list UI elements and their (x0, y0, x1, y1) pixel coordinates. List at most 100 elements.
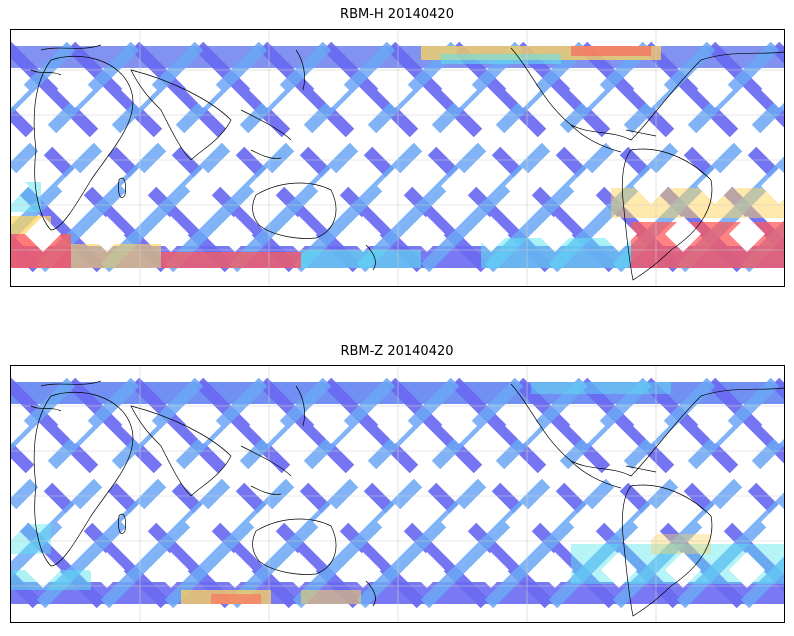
swath-gap (409, 552, 445, 588)
swath-gap (89, 456, 125, 492)
descending-track (228, 41, 460, 273)
swath-gap (281, 120, 317, 156)
ascending-track (194, 41, 426, 273)
swath-gap (665, 456, 701, 492)
swath-gap (377, 168, 413, 204)
descending-track (548, 41, 780, 273)
swath-gap (633, 168, 669, 204)
panel-title-rbm-z: RBM-Z 20140420 (340, 344, 454, 359)
swath-gap (25, 216, 61, 252)
swath-gap (121, 72, 157, 108)
swath-gap (569, 72, 605, 108)
warm-patch (651, 534, 711, 554)
descending-track (11, 377, 140, 515)
swath-gap (601, 552, 637, 588)
swath-gap (185, 72, 221, 108)
ascending-track (130, 377, 362, 609)
swath-gap (601, 456, 637, 492)
swath-gap (281, 456, 317, 492)
swath-gap (697, 72, 733, 108)
swath-gap (697, 504, 733, 540)
ascending-track (66, 41, 298, 273)
descending-track (36, 377, 268, 609)
hot-patch (211, 594, 261, 604)
swath-gap (537, 552, 573, 588)
descending-track (484, 377, 716, 609)
swath-gap (441, 72, 477, 108)
coastline (252, 182, 337, 239)
swath-gap (729, 216, 765, 252)
swath-gap (601, 216, 637, 252)
descending-track (164, 377, 396, 609)
coastline (510, 47, 784, 141)
coastline (365, 580, 376, 607)
warm-patch (301, 590, 361, 604)
swath-gap (761, 72, 784, 108)
coastlines (30, 44, 784, 281)
swath-gap (313, 504, 349, 540)
ascending-track (11, 169, 106, 273)
hot-patch (631, 222, 784, 268)
swath-gap (57, 168, 93, 204)
swath-gap (345, 456, 381, 492)
swath-gap (89, 216, 125, 252)
swath-gap (11, 408, 29, 444)
descending-track (164, 41, 396, 273)
swath-gap (313, 408, 349, 444)
map-rbm-h-svg (11, 30, 784, 286)
coastline (118, 177, 126, 199)
swath-tracks (11, 377, 784, 609)
descending-track (420, 377, 652, 609)
warm-patch (71, 244, 161, 268)
swath-gap (473, 456, 509, 492)
coastline (130, 405, 232, 497)
swath-gap (217, 120, 253, 156)
swath-gap (729, 120, 765, 156)
swath-gap (441, 168, 477, 204)
ascending-track (258, 41, 490, 273)
swath-gap (697, 408, 733, 444)
swath-gap (761, 504, 784, 540)
ascending-track (706, 41, 784, 128)
coastline (621, 148, 713, 281)
ascending-track (578, 377, 784, 592)
coastline (295, 385, 305, 427)
descending-track (36, 41, 268, 273)
swath-gap (185, 504, 221, 540)
swath-gap (217, 456, 253, 492)
swath-gap (633, 504, 669, 540)
descending-track (676, 492, 784, 609)
descending-track (612, 428, 784, 609)
swath-gap (537, 456, 573, 492)
swath-gap (601, 120, 637, 156)
swath-gap (11, 504, 29, 540)
intensity-patches (11, 46, 784, 268)
ascending-track (11, 377, 234, 609)
descending-track (420, 41, 652, 273)
swath-gap (761, 168, 784, 204)
swath-gap (345, 120, 381, 156)
coastline (33, 391, 134, 567)
ascending-track (642, 377, 784, 528)
swath-gap (217, 552, 253, 588)
swath-gap (505, 408, 541, 444)
swath-gap (249, 504, 285, 540)
swath-gap (249, 168, 285, 204)
coastlines (30, 380, 784, 617)
cool-patch (301, 250, 421, 268)
swath-gap (57, 504, 93, 540)
ascending-track (66, 377, 298, 609)
swath-gap (473, 216, 509, 252)
swath-gap (505, 504, 541, 540)
swath-gaps (11, 72, 784, 252)
swath-gap (729, 552, 765, 588)
swath-gap (249, 72, 285, 108)
ascending-track (130, 41, 362, 273)
swath-gap (281, 216, 317, 252)
swath-gap (729, 456, 765, 492)
swath-gap (569, 504, 605, 540)
coastline (295, 49, 305, 91)
swath-gap (441, 408, 477, 444)
warm-patch (611, 188, 784, 218)
coastline (33, 55, 134, 231)
